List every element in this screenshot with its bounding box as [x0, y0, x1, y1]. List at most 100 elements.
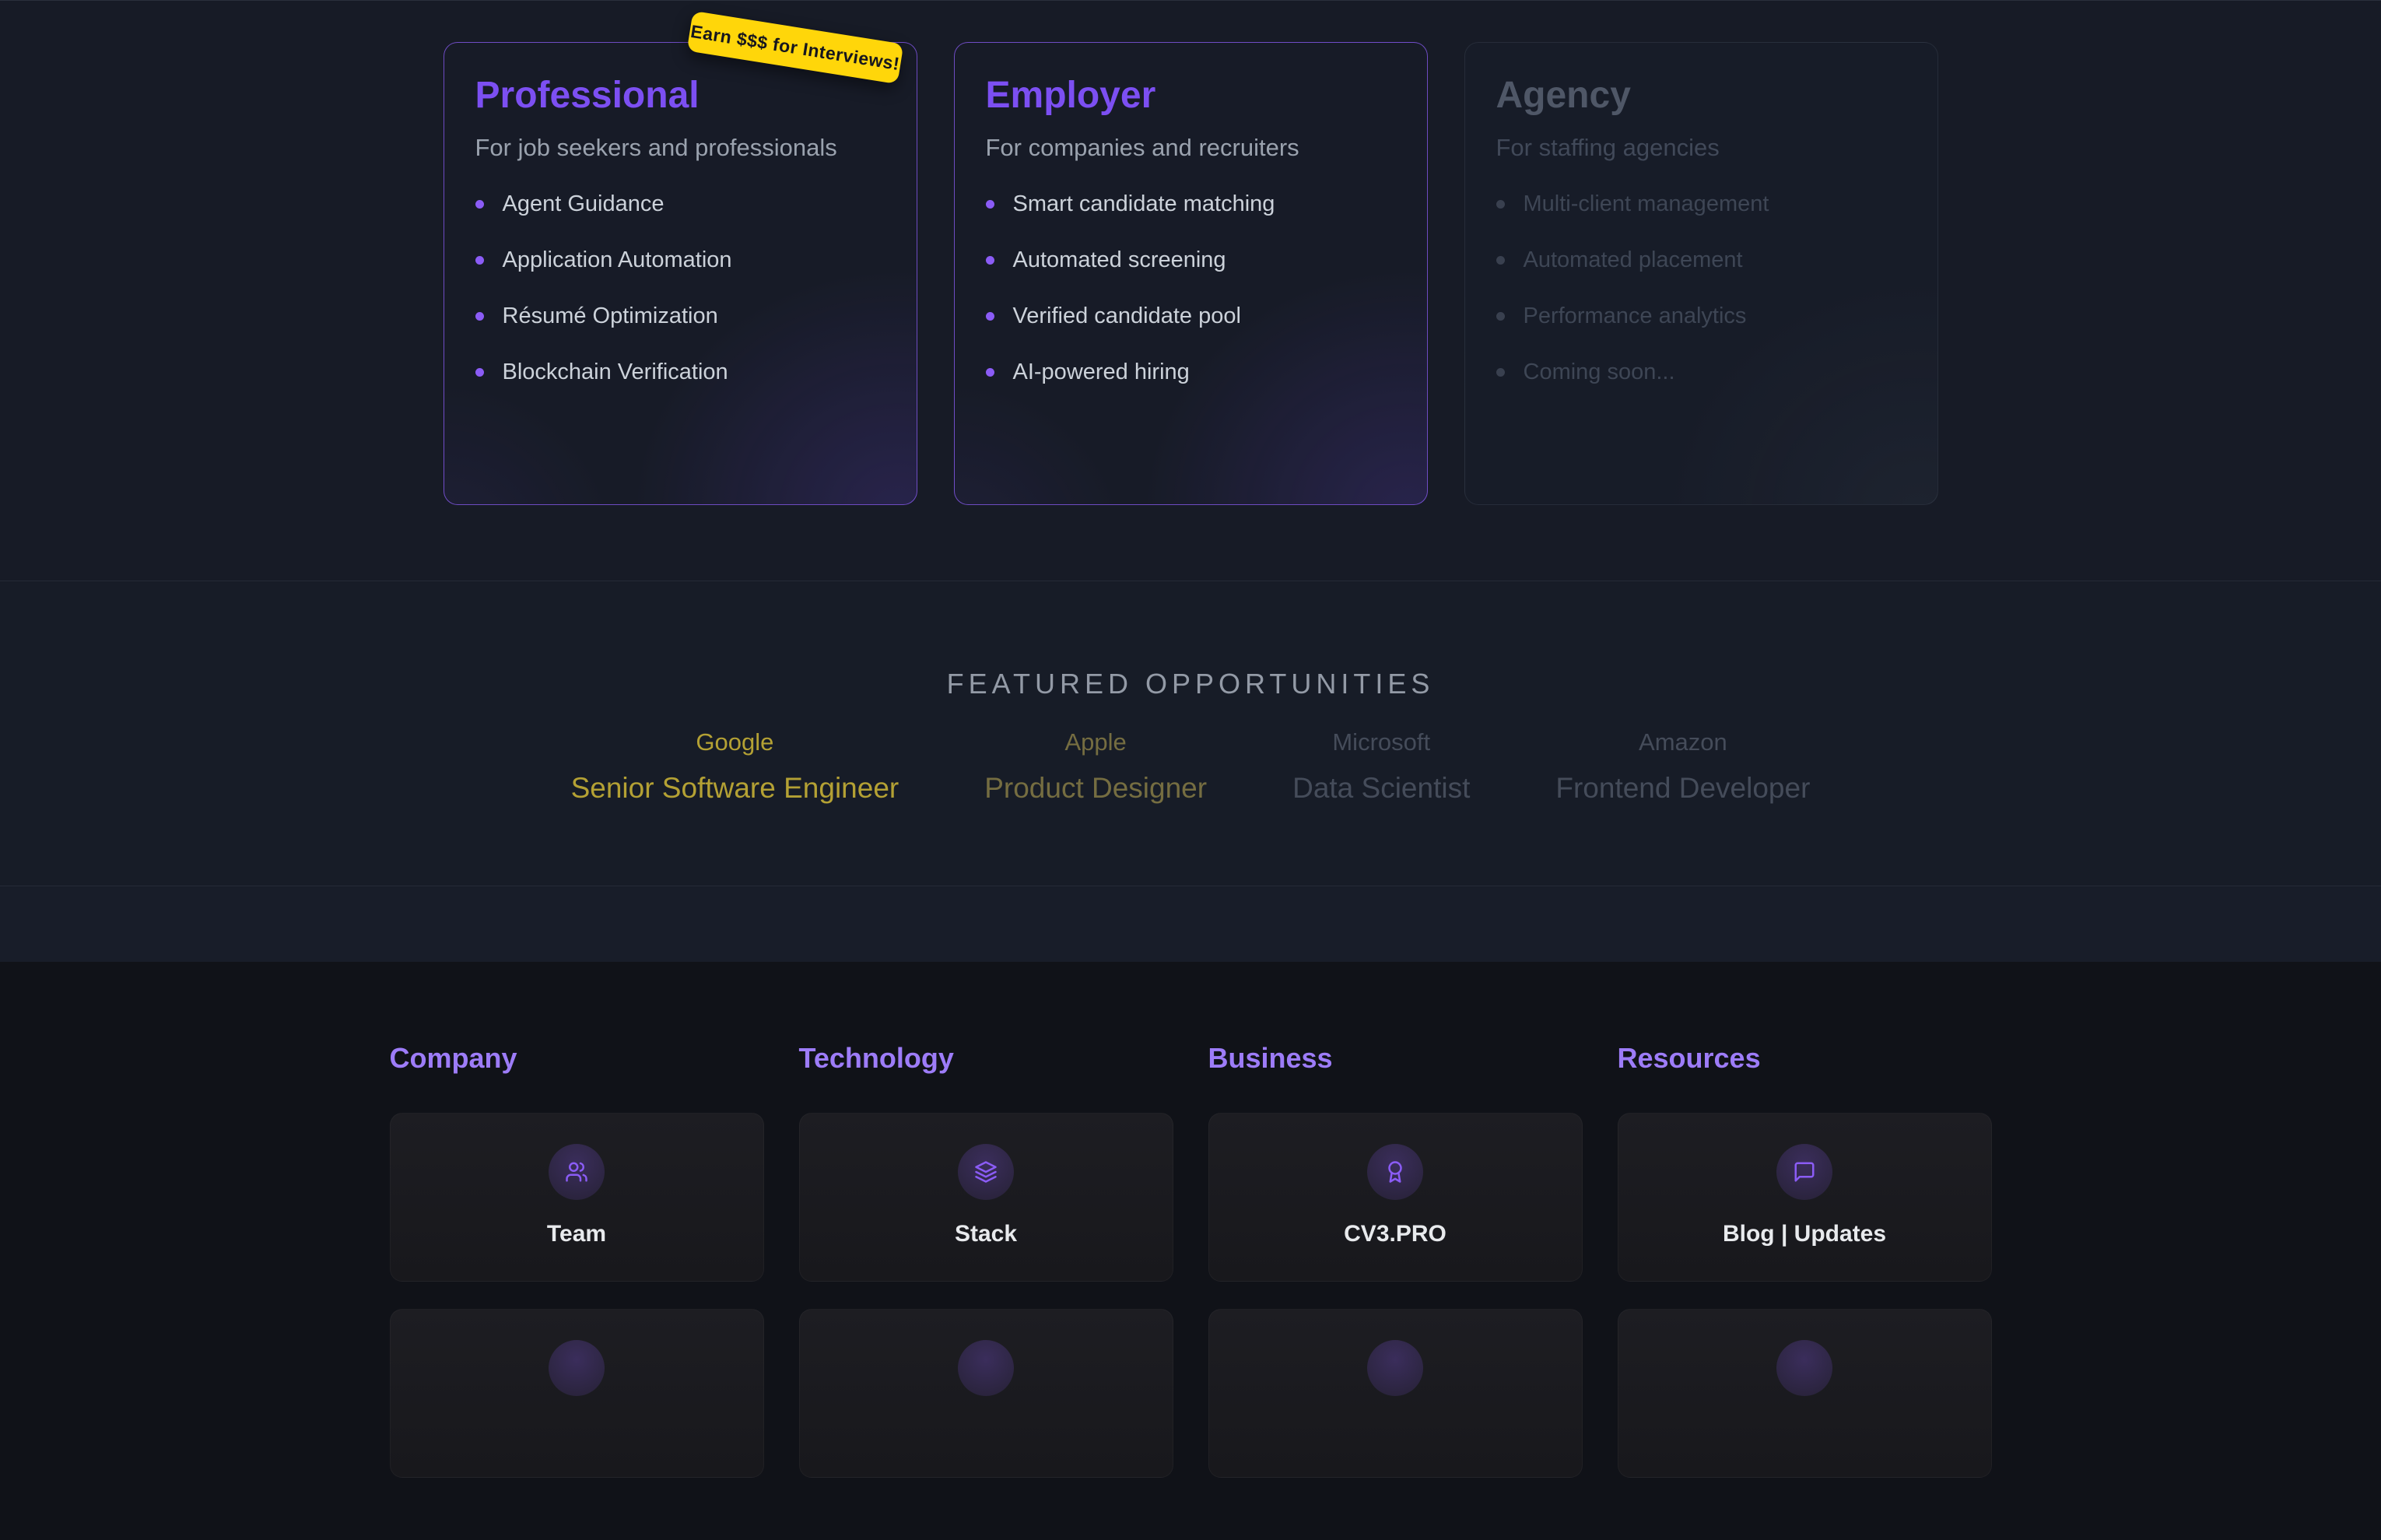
footer-column-business: Business CV3.PRO	[1208, 1041, 1583, 1478]
icon-circle	[1776, 1144, 1832, 1200]
job-title: Frontend Developer	[1555, 772, 1811, 804]
footer-column-resources: Resources Blog | Updates	[1617, 1041, 1992, 1478]
footer-card-label: Blog | Updates	[1722, 1221, 1887, 1247]
icon-circle	[549, 1144, 605, 1200]
job-company: Microsoft	[1332, 728, 1431, 756]
job-item-microsoft[interactable]: Microsoft Data Scientist	[1292, 728, 1470, 805]
bullet-dot	[1496, 199, 1505, 209]
bullet-dot	[475, 311, 484, 321]
message-square-icon	[1794, 1162, 1815, 1182]
footer-card-cutoff[interactable]	[389, 1309, 764, 1478]
job-title: Product Designer	[984, 772, 1208, 804]
job-title: Senior Software Engineer	[570, 772, 899, 804]
plan-card-professional[interactable]: Professional For job seekers and profess…	[443, 42, 917, 505]
plan-description: For companies and recruiters	[985, 134, 1299, 161]
footer-column-header: Technology	[798, 1042, 954, 1074]
feature-item: Multi-client management	[1496, 189, 1906, 219]
footer-card-blog[interactable]: Blog | Updates	[1617, 1113, 1992, 1282]
footer-card-label: Team	[546, 1221, 607, 1247]
footer-column-technology: Technology Stack	[798, 1041, 1173, 1478]
footer-column-header: Company	[389, 1042, 517, 1074]
icon-circle	[1367, 1144, 1423, 1200]
feature-label: Automated placement	[1523, 247, 1743, 272]
plan-card-employer[interactable]: Employer For companies and recruiters Sm…	[953, 42, 1428, 505]
bullet-dot	[1496, 255, 1505, 265]
job-company: Apple	[1064, 728, 1127, 756]
icon-circle	[549, 1340, 605, 1396]
job-title: Data Scientist	[1292, 772, 1471, 804]
feature-label: Application Automation	[502, 247, 732, 272]
plan-description: For job seekers and professionals	[475, 134, 837, 161]
icon-circle	[1367, 1340, 1423, 1396]
feature-item: Automated screening	[985, 245, 1396, 275]
feature-item: Automated placement	[1496, 245, 1906, 275]
feature-item: Agent Guidance	[475, 189, 885, 219]
feature-item: Smart candidate matching	[985, 189, 1396, 219]
plans-row: Professional For job seekers and profess…	[0, 1, 2381, 505]
featured-jobs-row: Google Senior Software Engineer Apple Pr…	[0, 728, 2381, 805]
bullet-dot	[1496, 311, 1505, 321]
feature-label: Blockchain Verification	[502, 360, 728, 384]
feature-item: Application Automation	[475, 245, 885, 275]
footer-column-header: Business	[1208, 1042, 1333, 1074]
plan-name: Agency	[1496, 75, 1631, 116]
feature-item: Résumé Optimization	[475, 301, 885, 331]
footer-card-cutoff[interactable]	[1617, 1309, 1992, 1478]
plan-feature-list: Agent Guidance Application Automation Ré…	[475, 189, 885, 387]
feature-label: Multi-client management	[1523, 191, 1769, 216]
job-company: Amazon	[1639, 728, 1727, 756]
footer-card-label: Stack	[954, 1221, 1018, 1247]
award-icon	[1388, 1161, 1402, 1183]
feature-label: Résumé Optimization	[502, 303, 718, 328]
layers-icon	[975, 1161, 997, 1183]
job-item-amazon[interactable]: Amazon Frontend Developer	[1555, 728, 1810, 805]
footer-card-stack[interactable]: Stack	[798, 1113, 1173, 1282]
feature-label: AI-powered hiring	[1012, 360, 1190, 384]
icon-circle	[958, 1340, 1014, 1396]
bullet-dot	[475, 367, 484, 377]
bullet-dot	[985, 255, 994, 265]
feature-item: Verified candidate pool	[985, 301, 1396, 331]
feature-item: Performance analytics	[1496, 301, 1906, 331]
plan-name: Employer	[985, 75, 1156, 116]
job-company: Google	[696, 728, 774, 756]
bullet-dot	[985, 311, 994, 321]
featured-title: FEATURED OPPORTUNITIES	[946, 668, 1435, 700]
footer-card-cutoff[interactable]	[798, 1309, 1173, 1478]
footer-column-company: Company Team	[389, 1041, 764, 1478]
footer-grid: Company Team Technology Stack	[389, 1041, 1992, 1478]
icon-circle	[1776, 1340, 1832, 1396]
users-icon	[566, 1162, 587, 1182]
footer-card-cutoff[interactable]	[1208, 1309, 1583, 1478]
plans-section: Earn $$$ for Interviews! Professional Fo…	[0, 0, 2381, 581]
bullet-dot	[985, 199, 994, 209]
plan-name: Professional	[475, 75, 700, 116]
footer-card-label: CV3.PRO	[1344, 1221, 1446, 1247]
footer-card-cv3pro[interactable]: CV3.PRO	[1208, 1113, 1583, 1282]
feature-label: Verified candidate pool	[1012, 303, 1241, 328]
plan-card-agency: Agency For staffing agencies Multi-clien…	[1464, 42, 1938, 505]
feature-item: AI-powered hiring	[985, 357, 1396, 387]
feature-label: Coming soon...	[1523, 360, 1675, 384]
job-item-apple[interactable]: Apple Product Designer	[984, 728, 1207, 805]
job-item-google[interactable]: Google Senior Software Engineer	[571, 728, 899, 805]
feature-label: Agent Guidance	[502, 191, 665, 216]
feature-item: Blockchain Verification	[475, 357, 885, 387]
footer: Company Team Technology Stack	[0, 962, 2381, 1540]
feature-item: Coming soon...	[1496, 357, 1906, 387]
plan-feature-list: Smart candidate matching Automated scree…	[985, 189, 1396, 387]
icon-circle	[958, 1144, 1014, 1200]
feature-label: Performance analytics	[1523, 303, 1747, 328]
section-spacer	[0, 886, 2381, 962]
feature-label: Automated screening	[1012, 247, 1226, 272]
bullet-dot	[1496, 367, 1505, 377]
bullet-dot	[475, 255, 484, 265]
featured-opportunities-section: FEATURED OPPORTUNITIES Google Senior Sof…	[0, 581, 2381, 886]
plan-description: For staffing agencies	[1496, 134, 1720, 161]
plan-feature-list: Multi-client management Automated placem…	[1496, 189, 1906, 387]
footer-card-team[interactable]: Team	[389, 1113, 764, 1282]
bullet-dot	[985, 367, 994, 377]
bullet-dot	[475, 199, 484, 209]
footer-column-header: Resources	[1617, 1042, 1761, 1074]
feature-label: Smart candidate matching	[1012, 191, 1275, 216]
